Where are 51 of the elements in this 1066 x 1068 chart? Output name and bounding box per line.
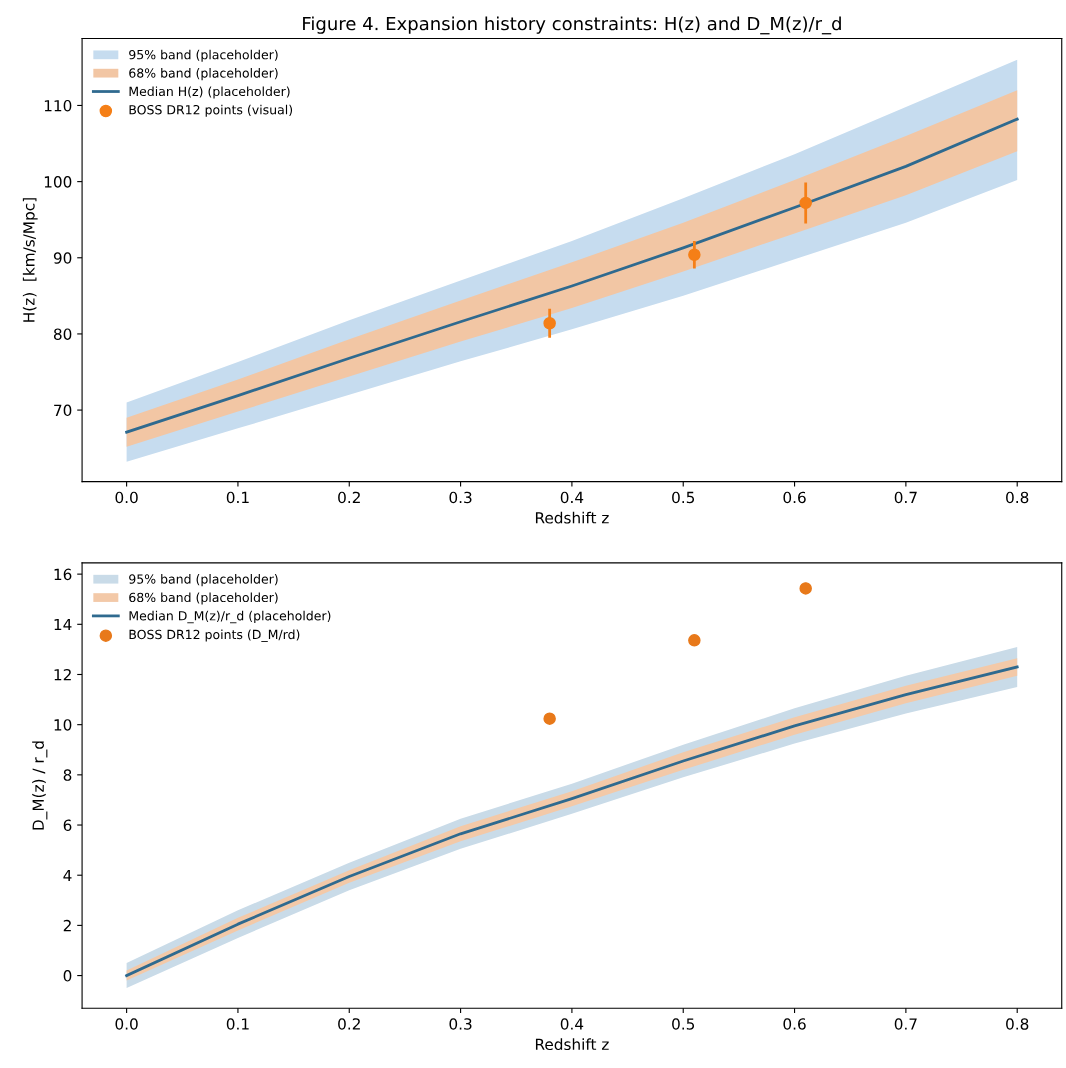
x-tick-label: 0.2 [338,491,360,504]
y-tick-label: 110 [44,99,72,112]
x-tick-label: 0.0 [115,1018,138,1030]
x-tick-label: 0.1 [226,491,249,504]
y-tick-label: 90 [53,252,72,264]
x-tick-label: 0.5 [672,491,695,504]
x-tick-label: 0.3 [449,491,472,504]
y-tick-label: 6 [63,819,72,832]
y-tick-label: 0 [63,970,72,982]
x-tick-label: 0.0 [115,491,138,504]
point [799,582,812,595]
x-tick-label: 0.3 [449,1018,472,1030]
y-tick-label: 12 [54,668,71,681]
y-tick-label: 4 [63,869,72,882]
y-tick-label: 80 [53,328,72,340]
point [543,712,556,725]
legend-label: 95% band (placeholder) [129,49,278,62]
y-tick-label: 70 [54,404,72,417]
x-tick-label: 0.7 [894,1018,917,1030]
x-tick-label: 0.4 [560,491,584,504]
point [688,248,701,261]
x-tick-label: 0.5 [672,1018,695,1030]
legend-label: 68% band (placeholder) [129,592,278,605]
y-tick-label: 16 [54,568,72,581]
point [799,196,812,210]
y-tick-label: 8 [63,769,72,781]
y-tick-label: 100 [44,176,72,188]
x-tick-label: 0.2 [338,1018,360,1030]
x-tick-label: 0.6 [783,1018,806,1030]
legend-label: BOSS DR12 points (D_M/rd) [129,629,300,642]
x-tick-label: 0.8 [1006,1018,1029,1030]
legend-label: BOSS DR12 points (visual) [129,104,293,117]
y-axis-title: D_M(z) / r_d [32,741,48,830]
x-tick-label: 0.1 [226,1018,249,1030]
x-tick-label: 0.4 [560,1018,584,1030]
chart-title: Figure 4. Expansion history constraints: H(z) and D_M(z)/r_d [303,16,841,35]
y-axis-title: H(z) [km/s/Mpc] [22,198,38,322]
point [543,317,556,330]
legend-label: Median D_M(z)/r_d (placeholder) [129,610,331,624]
legend-label: 68% band (placeholder) [129,68,278,81]
x-tick-label: 0.8 [1006,491,1029,504]
x-axis-title: Redshift z [535,1038,609,1051]
y-tick-label: 14 [54,618,72,631]
x-tick-label: 0.6 [783,491,806,504]
point [688,634,701,647]
legend-label: 95% band (placeholder) [129,574,278,587]
y-tick-label: 2 [63,919,71,932]
legend-label: Median H(z) (placeholder) [129,86,290,99]
y-tick-label: 10 [54,719,72,731]
x-tick-label: 0.7 [894,491,917,504]
x-axis-title: Redshift z [535,511,609,524]
